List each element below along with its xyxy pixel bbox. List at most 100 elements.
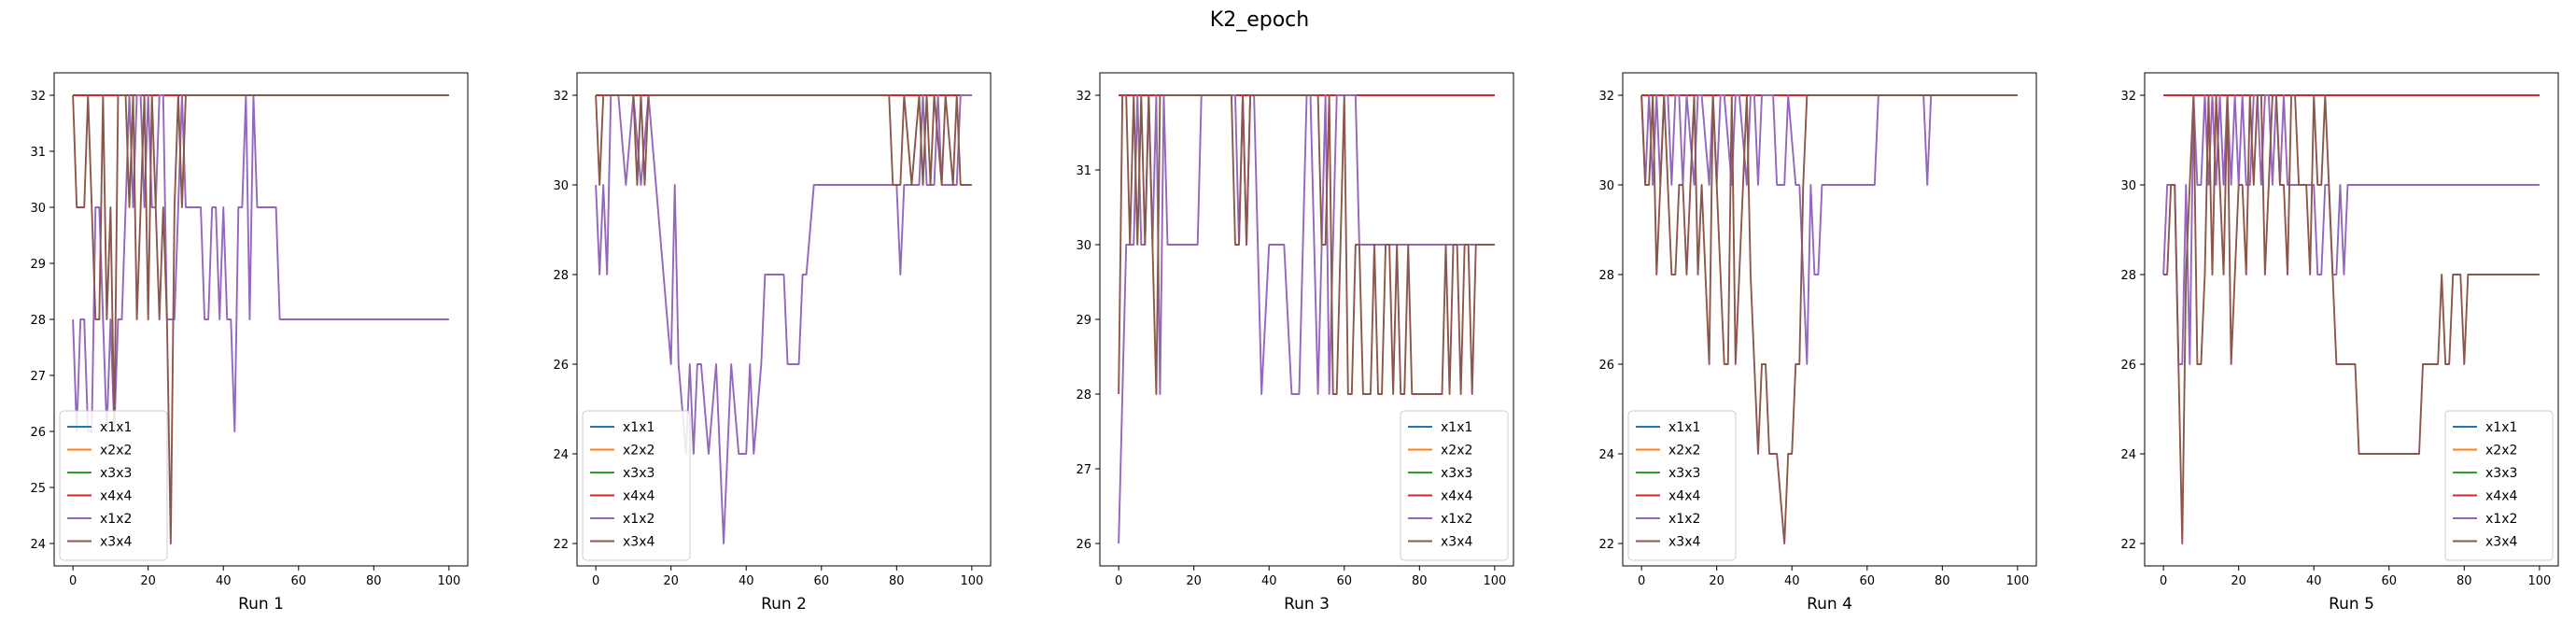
subplot-run-2: 0 20 40 60 80 100 22 24 26 28 30 32 Run 2 x1x1 x2x2 x3x… xyxy=(553,72,992,614)
y-tick-label: 26 xyxy=(1598,359,1614,373)
legend-label-x1x2: x1x2 xyxy=(1668,512,1700,527)
legend-label-x1x1: x1x1 xyxy=(100,420,132,435)
legend-label-x3x4: x3x4 xyxy=(2485,535,2517,550)
series-group xyxy=(595,94,972,544)
series-line-x1x2 xyxy=(72,94,449,432)
x-tick-label: 60 xyxy=(1859,574,1875,588)
legend-label-x1x2: x1x2 xyxy=(2485,512,2517,527)
x-tick-label: 0 xyxy=(2160,574,2167,588)
x-tick-label: 100 xyxy=(437,574,460,588)
y-tick-label: 32 xyxy=(1076,90,1091,104)
legend-label-x3x4: x3x4 xyxy=(1441,535,1472,550)
y-tick-label: 24 xyxy=(1598,448,1614,462)
series-group xyxy=(2162,94,2540,544)
legend-label-x2x2: x2x2 xyxy=(1441,444,1472,459)
x-tick-label: 80 xyxy=(2456,574,2472,588)
series-line-x1x2 xyxy=(595,94,972,544)
legend-label-x4x4: x4x4 xyxy=(623,489,655,504)
y-tick-label: 28 xyxy=(553,269,569,283)
subplot-run-5: 0 20 40 60 80 100 22 24 26 28 30 32 Run 5 x1x1 x2x2 x3x… xyxy=(2120,72,2559,614)
x-tick-label: 20 xyxy=(140,574,156,588)
y-tick-label: 30 xyxy=(2120,179,2136,193)
legend: x1x1 x2x2 x3x3 x4x4 x1x2 x3x4 xyxy=(2444,410,2554,561)
legend-label-x2x2: x2x2 xyxy=(1668,444,1700,459)
y-tick-label: 28 xyxy=(1076,388,1091,402)
y-tick-label: 22 xyxy=(2120,538,2136,552)
x-tick-label: 0 xyxy=(69,574,77,588)
x-tick-label: 60 xyxy=(813,574,829,588)
legend-label-x4x4: x4x4 xyxy=(100,489,132,504)
legend: x1x1 x2x2 x3x3 x4x4 x1x2 x3x4 xyxy=(1627,410,1737,561)
x-tick-label: 0 xyxy=(1638,574,1645,588)
x-axis-label: Run 1 xyxy=(238,595,284,614)
x-axis-label: Run 5 xyxy=(2329,595,2374,614)
x-tick-label: 100 xyxy=(960,574,983,588)
x-tick-label: 80 xyxy=(1935,574,1950,588)
legend: x1x1 x2x2 x3x3 x4x4 x1x2 x3x4 xyxy=(59,410,168,561)
y-tick-label: 29 xyxy=(1076,314,1091,328)
x-tick-label: 20 xyxy=(663,574,679,588)
x-tick-label: 80 xyxy=(366,574,382,588)
x-tick-label: 100 xyxy=(2527,574,2551,588)
legend-label-x1x1: x1x1 xyxy=(2485,420,2517,435)
series-line-x3x4 xyxy=(595,94,972,186)
legend-label-x2x2: x2x2 xyxy=(623,444,655,459)
y-tick-label: 24 xyxy=(30,538,46,552)
legend-box xyxy=(1400,410,1509,561)
x-axis-label: Run 3 xyxy=(1284,595,1330,614)
x-tick-label: 0 xyxy=(592,574,599,588)
legend-label-x1x1: x1x1 xyxy=(1441,420,1472,435)
figure-suptitle: K2_epoch xyxy=(1210,8,1309,32)
legend-label-x1x1: x1x1 xyxy=(623,420,655,435)
x-tick-label: 80 xyxy=(889,574,905,588)
y-tick-label: 28 xyxy=(30,314,46,328)
x-tick-label: 20 xyxy=(1186,574,1202,588)
y-tick-label: 30 xyxy=(1076,239,1091,253)
legend-label-x4x4: x4x4 xyxy=(1441,489,1472,504)
x-tick-label: 40 xyxy=(216,574,232,588)
y-tick-label: 26 xyxy=(30,426,46,440)
x-tick-label: 20 xyxy=(2231,574,2246,588)
y-tick-label: 27 xyxy=(1076,463,1091,477)
y-tick-label: 32 xyxy=(553,90,569,104)
legend-box xyxy=(59,410,168,561)
y-tick-label: 24 xyxy=(553,448,569,462)
y-tick-label: 32 xyxy=(30,90,46,104)
x-tick-label: 100 xyxy=(1483,574,1506,588)
y-tick-label: 28 xyxy=(1598,269,1614,283)
y-tick-label: 30 xyxy=(30,202,46,216)
x-tick-label: 100 xyxy=(2006,574,2029,588)
x-tick-label: 40 xyxy=(1261,574,1277,588)
legend-label-x2x2: x2x2 xyxy=(2485,444,2517,459)
y-tick-label: 29 xyxy=(30,258,46,272)
series-group xyxy=(72,94,449,544)
series-line-x3x4 xyxy=(72,94,449,544)
y-tick-label: 22 xyxy=(1598,538,1614,552)
y-tick-label: 26 xyxy=(1076,538,1091,552)
x-tick-label: 20 xyxy=(1709,574,1724,588)
legend-label-x3x3: x3x3 xyxy=(1668,466,1700,481)
axes-frame xyxy=(576,72,992,567)
x-tick-label: 60 xyxy=(2381,574,2397,588)
y-tick-label: 30 xyxy=(553,179,569,193)
legend-box xyxy=(582,410,691,561)
series-line-x3x4 xyxy=(2163,94,2540,544)
x-axis-label: Run 4 xyxy=(1807,595,1852,614)
legend-label-x1x2: x1x2 xyxy=(100,512,132,527)
y-tick-label: 25 xyxy=(30,482,46,496)
x-tick-label: 60 xyxy=(1336,574,1352,588)
x-tick-label: 40 xyxy=(739,574,754,588)
x-tick-label: 0 xyxy=(1115,574,1122,588)
legend-box xyxy=(1627,410,1737,561)
legend-label-x3x4: x3x4 xyxy=(623,535,655,550)
legend-box xyxy=(2444,410,2554,561)
y-tick-label: 26 xyxy=(2120,359,2136,373)
x-axis-label: Run 2 xyxy=(761,595,807,614)
subplot-run-4: 0 20 40 60 80 100 22 24 26 28 30 32 Run 4 x1x1 x2x2 x3x… xyxy=(1598,72,2037,614)
y-tick-label: 24 xyxy=(2120,448,2136,462)
axes-frame xyxy=(2144,72,2559,567)
legend-label-x3x4: x3x4 xyxy=(1668,535,1700,550)
series-line-x1x2 xyxy=(1640,94,2018,365)
